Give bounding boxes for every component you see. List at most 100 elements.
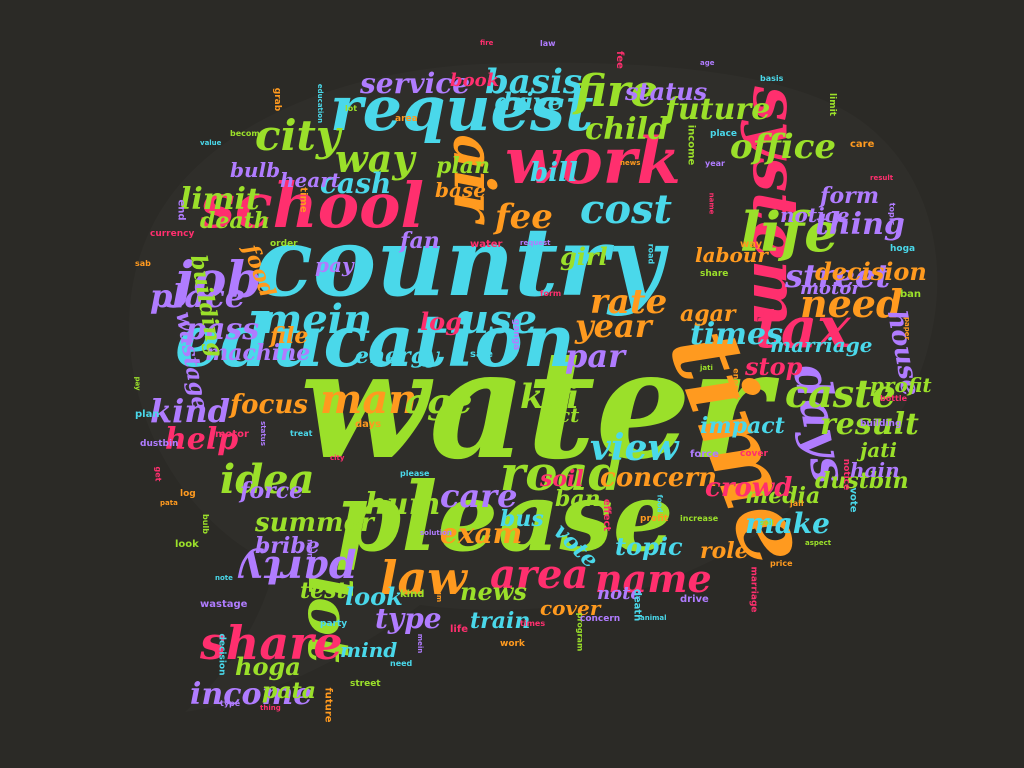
word-concern: concern (600, 463, 718, 493)
word-mein: mein (260, 296, 373, 343)
word-impact: impact (700, 413, 785, 439)
word-plan: plan (135, 409, 160, 420)
word-help: help (165, 422, 239, 457)
word-topic: topic (615, 532, 683, 561)
word-way: way (740, 239, 763, 250)
word-ban: ban (555, 486, 601, 512)
word-jati: jati (700, 364, 713, 372)
word-fire: fire (575, 66, 659, 117)
word-form: form (820, 183, 880, 209)
word-file: file (270, 323, 309, 349)
word-age: age (405, 382, 473, 422)
word-party: party (320, 619, 348, 629)
word-marriage: marriage (770, 333, 873, 357)
word-type: type (220, 699, 241, 708)
word-hoga: hoga (890, 244, 916, 254)
word-kind: kind (400, 589, 425, 600)
word-profit: profit (640, 514, 669, 524)
word-use: use (460, 296, 538, 343)
word-hum: hum (365, 487, 441, 522)
word-energy: energy (355, 343, 439, 369)
word-food: food (655, 494, 664, 513)
speech-bubble-outline (129, 62, 938, 713)
word-bribe: bribe (255, 533, 320, 559)
word-fire: fire (480, 39, 494, 47)
word-thing: thing (815, 207, 905, 242)
word-news: news (620, 159, 641, 167)
word-need: need (800, 281, 903, 326)
word-solution: solution (420, 529, 452, 537)
word-hain: hain (850, 458, 900, 482)
word-year: year (705, 159, 725, 168)
word-plan: plan (436, 153, 490, 179)
word-exam: exam (440, 517, 523, 550)
word-price: price (770, 559, 793, 568)
word-area: area (490, 551, 589, 598)
word-role: role (700, 538, 749, 564)
word-future: future (322, 687, 334, 723)
word-idea: idea (220, 456, 315, 503)
word-aspect: aspect (805, 539, 832, 547)
word-increase: increase (680, 514, 719, 523)
word-status: status (625, 77, 708, 106)
word-job: job (175, 250, 262, 309)
word-bottle: bottle (880, 394, 908, 403)
word-basis: basis (760, 74, 784, 83)
word-crowd: crowd (705, 473, 793, 503)
word-days: days (355, 419, 382, 430)
word-notice: notice (780, 203, 850, 227)
word-office: office (730, 127, 837, 167)
word-lot: lot (345, 104, 358, 113)
word-kind: kind (150, 392, 230, 430)
word-request: request (520, 239, 551, 247)
word-drive: drive (495, 87, 563, 116)
word-man: man (305, 539, 315, 559)
word-cover: cover (740, 449, 768, 459)
word-stop: stop (745, 352, 803, 381)
word-building: building (860, 419, 902, 429)
word-water: water (470, 239, 503, 250)
word-pay: pay (133, 376, 142, 391)
word-energy: energy (731, 368, 741, 400)
word-agar: agar (680, 301, 736, 327)
word-media: media (745, 483, 821, 509)
word-sale: sale (470, 349, 493, 360)
word-caste: caste (785, 371, 896, 416)
word-age: age (700, 59, 715, 67)
word-tax: tax (388, 436, 399, 453)
word-mind: mind (340, 638, 398, 662)
word-income: income (685, 124, 697, 166)
word-value: value (200, 139, 222, 147)
word-dustbin: dustbin (815, 468, 909, 494)
word-thing: thing (260, 704, 281, 712)
word-bus: bus (500, 506, 544, 532)
word-type: type (375, 602, 442, 635)
word-street: street (350, 679, 381, 689)
word-work: work (505, 124, 681, 199)
word-service: service (360, 67, 471, 100)
word-education: education (175, 298, 575, 383)
word-notice: notice (841, 458, 852, 491)
word-pata: pata (160, 499, 178, 507)
word-effect: effect (601, 498, 613, 532)
word-log: log (180, 489, 196, 499)
word-become: become (230, 129, 266, 138)
word-law: law (540, 39, 556, 48)
word-profit: profit (870, 373, 932, 397)
word-ganga: ganga (511, 318, 522, 351)
word-focus: focus (230, 390, 308, 420)
word-paper: paper (902, 317, 911, 340)
word-rate: rate (590, 282, 668, 322)
word-soil: soil (760, 519, 774, 527)
word-jail: jail (790, 499, 804, 508)
word-currency: currency (150, 229, 195, 239)
word-life: life (450, 624, 468, 635)
word-way: way (335, 136, 415, 181)
word-cash: cash (320, 167, 392, 200)
word-death: death (200, 208, 270, 234)
word-child: child (585, 112, 669, 147)
word-name: name (707, 192, 716, 215)
word-note: note (215, 574, 233, 582)
word-education: education (316, 83, 325, 124)
